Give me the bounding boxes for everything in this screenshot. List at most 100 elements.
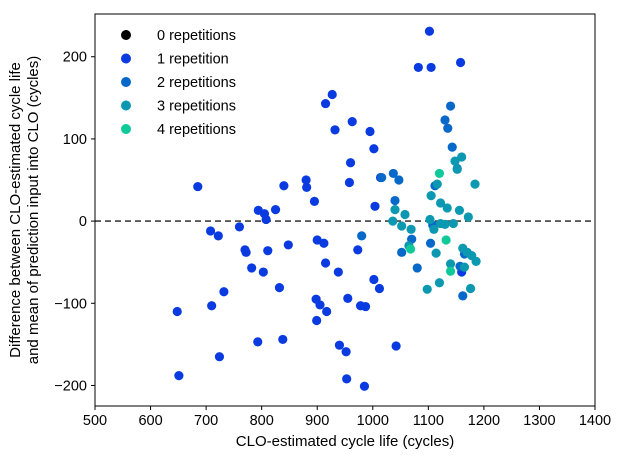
data-point	[440, 219, 450, 229]
data-point	[214, 352, 225, 362]
data-point	[270, 204, 281, 215]
data-point	[278, 334, 288, 345]
data-point	[319, 238, 329, 248]
data-point	[388, 216, 398, 226]
data-point	[448, 218, 458, 229]
data-point	[360, 301, 371, 312]
data-point	[405, 244, 416, 254]
data-point	[309, 196, 320, 206]
data-point	[434, 278, 445, 288]
data-point	[193, 181, 203, 192]
x-tick-label: 900	[305, 413, 329, 429]
legend-label: 4 repetitions	[157, 122, 236, 138]
data-point	[413, 62, 423, 73]
data-point	[434, 168, 445, 179]
legend-marker	[121, 124, 131, 134]
x-axis-ticks: 500 600 700 800 900 1000 1100 1200 1300 1400	[83, 406, 611, 429]
data-point	[440, 115, 450, 125]
legend-marker	[121, 53, 131, 64]
data-point	[397, 247, 407, 257]
y-axis-ticks: −200 −100 0 100 200	[54, 50, 95, 394]
x-tick-label: 1400	[579, 413, 611, 429]
data-point	[172, 306, 182, 317]
plot-frame	[94, 13, 596, 407]
legend-label: 3 repetitions	[157, 99, 236, 115]
data-point	[426, 62, 436, 73]
x-tick-label: 1100	[413, 413, 444, 429]
data-point	[458, 291, 468, 301]
legend-item: 4 repetitions	[121, 122, 236, 138]
data-point	[302, 182, 312, 193]
x-tick-label: 500	[83, 413, 107, 429]
data-point	[370, 201, 380, 211]
x-axis-label: CLO-estimated cycle life (cycles)	[236, 433, 454, 450]
y-tick-label: 0	[79, 214, 87, 230]
data-point	[333, 267, 343, 277]
data-point	[345, 158, 356, 168]
data-point	[369, 144, 379, 154]
data-point	[312, 315, 322, 326]
data-point	[353, 245, 363, 255]
data-point	[241, 247, 251, 257]
data-point	[347, 117, 357, 127]
data-point	[457, 152, 467, 162]
data-point	[357, 231, 367, 241]
data-point	[435, 198, 446, 208]
y-tick-label: 100	[63, 132, 87, 148]
data-point	[219, 287, 229, 297]
data-point	[274, 283, 285, 293]
data-point	[442, 203, 452, 213]
data-point	[377, 172, 387, 183]
data-point	[429, 224, 439, 234]
data-point	[388, 168, 398, 179]
data-point	[341, 347, 351, 357]
data-point	[422, 284, 432, 294]
data-point	[343, 293, 353, 303]
data-point	[315, 300, 325, 310]
data-point	[425, 238, 436, 248]
y-tick-label: 200	[63, 50, 87, 66]
legend-item: 2 repetitions	[121, 75, 236, 91]
data-point	[234, 222, 245, 232]
data-point	[441, 235, 451, 245]
data-point	[412, 263, 422, 273]
legend-marker	[121, 100, 131, 111]
data-point	[459, 262, 470, 272]
legend-item: 1 repetition	[121, 52, 229, 68]
legend: 0 repetitions 1 repetition 2 repetitions 3 …	[121, 28, 236, 138]
legend-marker	[121, 30, 131, 40]
data-point	[390, 204, 400, 215]
data-point	[174, 370, 184, 381]
data-point	[445, 259, 456, 269]
data-point	[344, 177, 355, 188]
y-tick-label: −200	[54, 378, 87, 394]
data-point	[470, 179, 480, 189]
data-point	[450, 156, 460, 166]
legend-marker	[121, 77, 131, 87]
data-point	[247, 263, 257, 273]
data-point	[455, 57, 466, 68]
data-point	[365, 126, 375, 137]
data-point	[330, 125, 340, 135]
legend-label: 2 repetitions	[157, 75, 236, 91]
x-tick-label: 800	[250, 413, 274, 429]
data-point	[279, 181, 289, 191]
x-tick-label: 1200	[468, 413, 500, 429]
data-point	[205, 226, 216, 236]
data-point	[443, 123, 453, 133]
x-tick-label: 1300	[523, 413, 555, 429]
y-axis-label-line-1: Difference between CLO-estimated cycle l…	[7, 62, 24, 358]
data-point	[261, 214, 271, 225]
x-tick-label: 600	[138, 413, 162, 429]
data-point	[426, 191, 436, 201]
data-point	[471, 256, 481, 266]
data-point	[394, 175, 404, 185]
data-point	[432, 179, 442, 189]
data-point	[424, 26, 435, 36]
data-point	[369, 274, 379, 285]
data-point	[374, 283, 385, 294]
data-point	[327, 89, 337, 100]
data-point	[334, 340, 345, 350]
data-point	[454, 205, 465, 216]
